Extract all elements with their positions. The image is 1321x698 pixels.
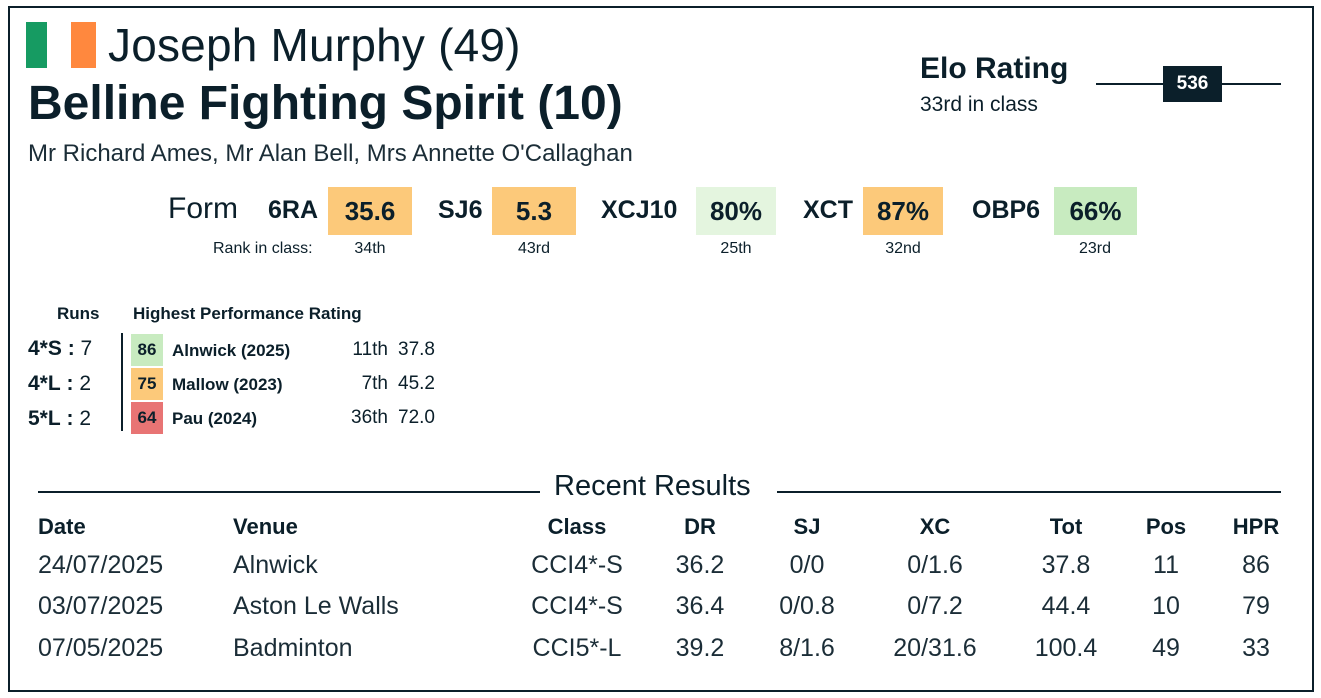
hpr-header: Highest Performance Rating [133, 304, 362, 323]
hpr-badge-5l: 64 [131, 402, 163, 434]
metric-sj6-value: 5.3 [492, 187, 576, 235]
result-1-sj: 0/0 [789, 551, 825, 579]
form-label: Form [168, 192, 238, 225]
elo-value: 536 [1163, 66, 1222, 102]
result-2-date: 03/07/2025 [38, 592, 164, 620]
rank-in-class-label: Rank in class: [213, 240, 313, 257]
result-3-sj: 8/1.6 [779, 634, 835, 662]
result-1-class: CCI4*-S [531, 551, 623, 579]
result-1-tot: 37.8 [1041, 551, 1091, 579]
col-pos: Pos [1145, 514, 1187, 539]
hpr-pos-4l: 7th [361, 373, 388, 394]
metric-sj6-key: SJ6 [438, 196, 483, 224]
recent-results-rule-right [777, 491, 1281, 493]
elo-title: Elo Rating [920, 52, 1069, 85]
hpr-badge-4l: 75 [131, 368, 163, 400]
result-3-xc: 20/31.6 [893, 634, 977, 662]
hpr-score-5l: 72.0 [398, 407, 435, 428]
result-3-dr: 39.2 [675, 634, 725, 662]
col-class: Class [547, 514, 607, 539]
result-2-tot: 44.4 [1041, 592, 1091, 620]
result-1-hpr: 86 [1242, 551, 1270, 579]
hpr-divider [121, 333, 123, 431]
result-1-venue: Alnwick [233, 551, 318, 579]
result-2-hpr: 79 [1242, 592, 1270, 620]
ireland-flag-icon [26, 22, 96, 68]
result-3-tot: 100.4 [1034, 634, 1098, 662]
recent-results-title: Recent Results [554, 470, 751, 502]
metric-6ra-key: 6RA [268, 196, 319, 224]
col-tot: Tot [1049, 514, 1083, 539]
hpr-event-4s: Alnwick (2025) [172, 341, 291, 360]
col-date: Date [38, 514, 86, 539]
hpr-event-5l: Pau (2024) [172, 409, 258, 428]
col-sj: SJ [793, 514, 821, 539]
runs-4l: 4*L : 2 [28, 372, 92, 395]
metric-6ra-rank: 34th [354, 240, 386, 257]
result-3-date: 07/05/2025 [38, 634, 164, 662]
hpr-score-4s: 37.8 [398, 339, 435, 360]
elo-rank: 33rd in class [920, 93, 1038, 116]
runs-header: Runs [57, 304, 100, 323]
runs-5l: 5*L : 2 [28, 407, 92, 430]
metric-xcj10-rank: 25th [720, 240, 752, 257]
recent-results-rule-left [38, 491, 540, 493]
result-3-venue: Badminton [233, 634, 353, 662]
runs-4s: 4*S : 7 [28, 337, 93, 360]
hpr-event-4l: Mallow (2023) [172, 375, 283, 394]
metric-obp6-value: 66% [1054, 187, 1137, 235]
hpr-badge-4s: 86 [131, 334, 163, 366]
result-3-pos: 49 [1152, 634, 1180, 662]
result-2-venue: Aston Le Walls [233, 592, 399, 620]
metric-sj6-rank: 43rd [517, 240, 551, 257]
col-dr: DR [684, 514, 716, 539]
col-hpr: HPR [1232, 514, 1280, 539]
result-3-class: CCI5*-L [532, 634, 622, 662]
result-2-dr: 36.4 [675, 592, 725, 620]
owners-list: Mr Richard Ames, Mr Alan Bell, Mrs Annet… [28, 140, 633, 167]
metric-obp6-key: OBP6 [972, 196, 1041, 224]
result-2-sj: 0/0.8 [779, 592, 835, 620]
hpr-pos-5l: 36th [351, 407, 388, 428]
col-xc: XC [919, 514, 951, 539]
rider-name: Joseph Murphy (49) [108, 19, 521, 71]
horse-profile-card [8, 6, 1314, 692]
hpr-pos-4s: 11th [352, 339, 388, 360]
metric-xcj10-key: XCJ10 [601, 196, 678, 224]
metric-xct-rank: 32nd [885, 240, 921, 257]
result-2-xc: 0/7.2 [907, 592, 963, 620]
result-3-hpr: 33 [1242, 634, 1270, 662]
result-1-date: 24/07/2025 [38, 551, 164, 579]
result-1-dr: 36.2 [675, 551, 725, 579]
metric-xct-value: 87% [863, 187, 943, 235]
hpr-score-4l: 45.2 [398, 373, 435, 394]
metric-obp6-rank: 23rd [1078, 240, 1112, 257]
col-venue: Venue [233, 514, 298, 539]
horse-name: Belline Fighting Spirit (10) [28, 77, 623, 130]
result-1-xc: 0/1.6 [907, 551, 963, 579]
result-1-pos: 11 [1153, 551, 1179, 579]
metric-xct-key: XCT [803, 196, 853, 224]
metric-xcj10-value: 80% [696, 187, 776, 235]
metric-6ra-value: 35.6 [328, 187, 412, 235]
result-2-pos: 10 [1152, 592, 1180, 620]
result-2-class: CCI4*-S [531, 592, 623, 620]
